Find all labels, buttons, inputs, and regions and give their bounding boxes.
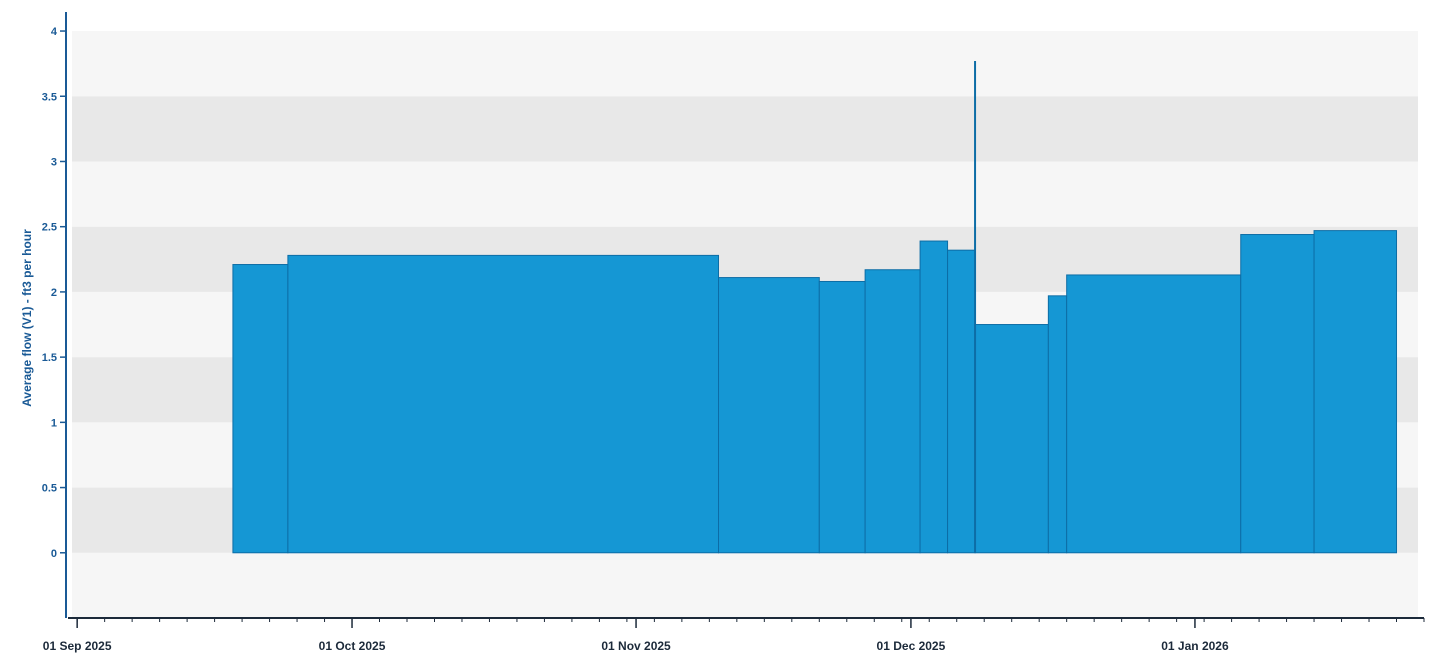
bar-step [232, 264, 289, 554]
background-band [72, 31, 1418, 97]
bar-step [947, 249, 976, 554]
background-band [72, 552, 1418, 618]
y-tick-label: 0 [51, 548, 57, 560]
bar-step [287, 254, 720, 554]
y-axis-title: Average flow (V1) - ft3 per hour [20, 229, 34, 407]
x-tick-label: 01 Sep 2025 [43, 639, 112, 653]
bar-step [818, 280, 866, 554]
background-band [72, 96, 1418, 162]
y-tick-label: 2.5 [42, 222, 57, 234]
bar-step [1313, 230, 1398, 554]
x-tick-label: 01 Nov 2025 [601, 639, 671, 653]
y-tick-label: 4 [51, 26, 58, 38]
bar-step [974, 324, 1049, 554]
bar-step [864, 269, 921, 554]
bar-series [232, 230, 1398, 554]
x-tick-label: 01 Dec 2025 [877, 639, 946, 653]
y-axis: 0 0.5 1 1.5 2 2.5 3 3.5 4 [42, 12, 67, 618]
bar-step [919, 240, 949, 554]
bar-step [1066, 274, 1242, 554]
bar-step [1047, 295, 1068, 554]
y-tick-label: 1 [51, 417, 57, 429]
x-tick-label: 01 Oct 2025 [319, 639, 386, 653]
y-tick-label: 3.5 [42, 91, 57, 103]
background-band [72, 161, 1418, 227]
y-tick-label: 3 [51, 156, 57, 168]
y-tick-label: 1.5 [42, 352, 57, 364]
x-axis: 01 Sep 2025 01 Oct 2025 01 Nov 2025 01 Dec … [43, 617, 1425, 653]
bar-step [718, 277, 820, 554]
x-tick-label: 01 Jan 2026 [1161, 639, 1229, 653]
bar-step [1240, 234, 1315, 554]
y-tick-label: 0.5 [42, 483, 57, 495]
y-tick-label: 2 [51, 287, 57, 299]
